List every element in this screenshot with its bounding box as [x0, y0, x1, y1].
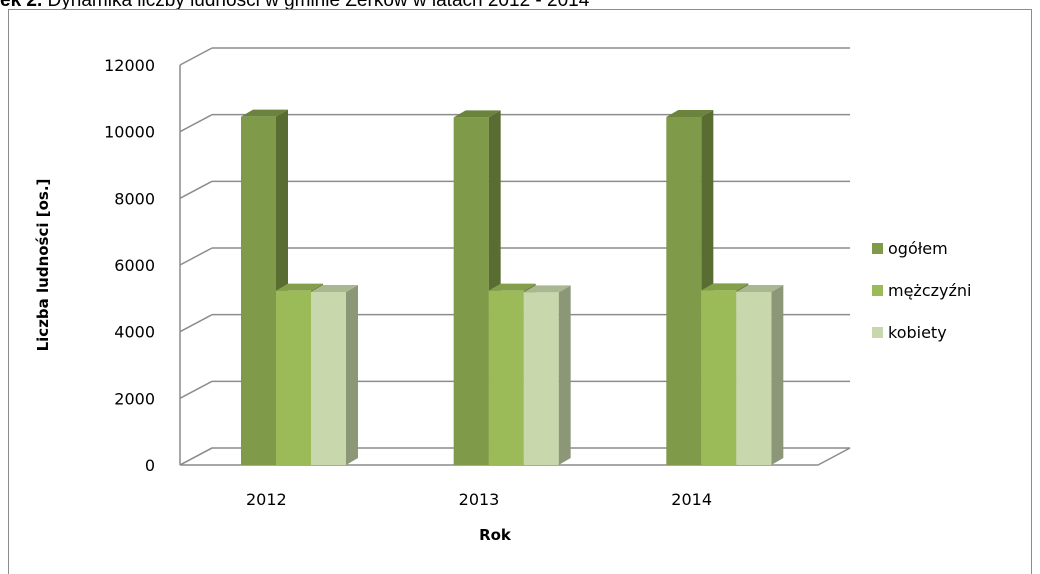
y-tick-label: 2000: [114, 389, 155, 408]
chart-frame: [8, 9, 1032, 574]
legend-swatch: [872, 284, 883, 296]
bar-kobiety-2012: [311, 292, 346, 465]
bar-top: [666, 110, 714, 117]
bar-kobiety-2013: [523, 292, 559, 465]
legend-swatch: [872, 242, 883, 254]
bar-mężczyźni-2013: [488, 290, 524, 465]
bar-side: [346, 285, 358, 465]
chart-caption: ek 2. Dynamika liczby ludności w gminie …: [0, 0, 1040, 11]
y-tick-label: 4000: [114, 323, 155, 342]
y-tick-label: 10000: [104, 123, 155, 142]
bar-side: [771, 285, 784, 465]
gridline-depth: [179, 247, 213, 266]
bar-ogółem-2013: [453, 117, 489, 465]
bar-top: [701, 283, 749, 291]
y-tick-label: 8000: [114, 189, 155, 208]
y-tick-label: 0: [145, 456, 155, 475]
y-tick-label: 12000: [104, 56, 155, 75]
legend-label: kobiety: [888, 322, 947, 342]
x-tick-label: 2014: [671, 490, 712, 509]
legend-item: kobiety: [872, 322, 971, 342]
legend-label: ogółem: [888, 238, 948, 258]
bar-top: [311, 285, 358, 292]
y-tick-label: 6000: [114, 256, 155, 275]
bar-top: [453, 110, 501, 118]
bar-kobiety-2014: [736, 292, 772, 465]
x-axis-title: Rok: [479, 526, 512, 544]
chart-floor: [179, 447, 851, 466]
bar-side: [558, 285, 571, 465]
legend-swatch: [872, 326, 883, 338]
gridline-depth: [179, 314, 213, 333]
y-axis-title: Liczba ludności [os.]: [34, 179, 52, 352]
caption-text: Dynamika liczby ludności w gminie Żerków…: [42, 0, 590, 11]
bar-top: [523, 285, 571, 293]
chart-legend: ogółem mężczyźni kobiety: [872, 238, 971, 364]
bar-top: [488, 283, 536, 291]
bar-top: [276, 283, 323, 291]
x-tick-label: 2013: [459, 490, 500, 509]
gridline-depth: [179, 180, 213, 199]
bar-ogółem-2014: [666, 117, 702, 465]
x-tick-label: 2012: [246, 490, 287, 509]
bar-ogółem-2012: [241, 116, 276, 466]
gridline-depth: [179, 380, 213, 399]
bar-mężczyźni-2012: [276, 290, 311, 465]
bar-top: [241, 109, 288, 117]
legend-label: mężczyźni: [888, 280, 972, 300]
legend-item: mężczyźni: [872, 280, 971, 300]
legend-item: ogółem: [872, 238, 971, 258]
bar-top: [736, 285, 784, 292]
gridline-depth: [179, 47, 213, 66]
gridline-depth: [179, 114, 213, 133]
caption-prefix: ek 2.: [0, 0, 43, 11]
bar-mężczyźni-2014: [701, 290, 737, 465]
